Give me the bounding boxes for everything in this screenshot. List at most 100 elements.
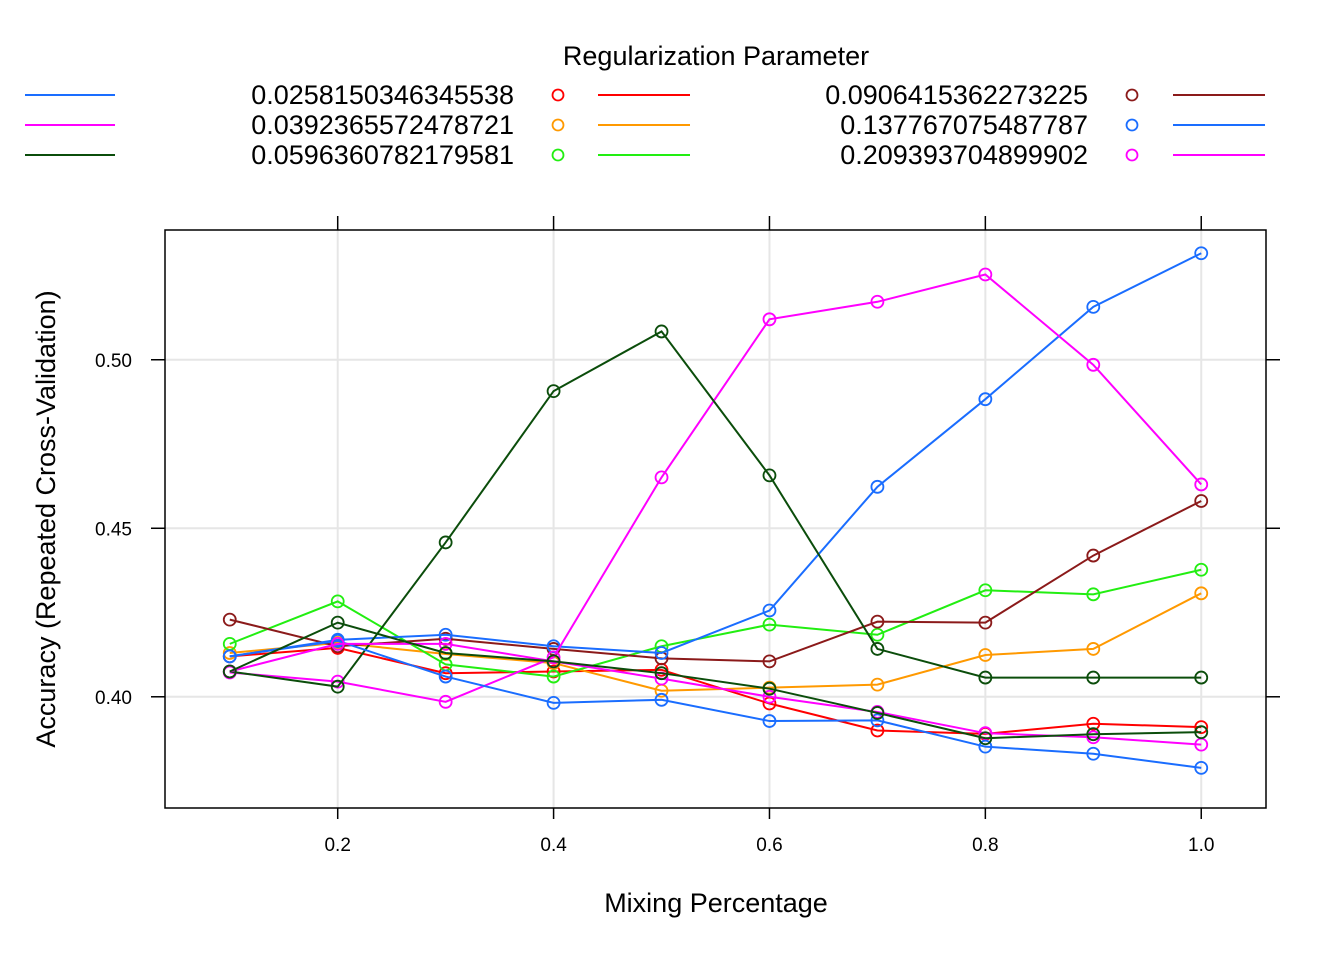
data-point: [870, 294, 885, 309]
data-point: [330, 594, 345, 609]
data-point: [1194, 494, 1209, 508]
data-point: [1086, 746, 1101, 761]
series-line: [229, 500, 1202, 663]
data-point: [1194, 670, 1209, 685]
legend-entry: 0.0258150346345538: [251, 80, 690, 110]
legend: Regularization Parameter 0.0258150346345…: [25, 41, 1265, 170]
legend-point-icon: [1125, 148, 1139, 162]
legend-point-icon: [551, 88, 565, 102]
data-point: [438, 636, 453, 651]
series-line: [229, 642, 1202, 746]
plot-frame: [164, 229, 1267, 809]
data-point: [546, 669, 561, 684]
data-point: [1086, 357, 1101, 372]
x-tick-label: 0.8: [972, 835, 998, 856]
data-point: [546, 650, 561, 665]
data-point: [870, 723, 885, 738]
x-tick-label: 1.0: [1188, 835, 1214, 856]
data-point: [870, 479, 885, 494]
data-point: [1194, 246, 1209, 261]
data-point: [1194, 562, 1209, 577]
series-10: [222, 615, 1209, 746]
data-point: [762, 617, 777, 632]
data-point: [222, 664, 237, 679]
data-point: [1086, 727, 1101, 742]
legend-point-icon: [1125, 88, 1139, 102]
data-point: [222, 649, 237, 664]
y-tick-label: 0.50: [95, 351, 132, 372]
axes: 0.2 0.4 0.6 0.8 1.0 0.40 0.45 0.50: [95, 216, 1280, 856]
data-point: [438, 694, 453, 709]
data-point: [870, 713, 885, 728]
data-point: [438, 627, 453, 642]
data-point: [654, 646, 669, 660]
data-point: [762, 681, 777, 696]
data-point: [654, 692, 669, 707]
legend-entry: 0.137767075487787: [840, 110, 1265, 140]
data-point: [762, 312, 777, 327]
data-point: [978, 670, 993, 685]
data-point: [1086, 716, 1101, 731]
y-tick-label: 0.45: [95, 519, 132, 540]
data-point: [222, 612, 237, 627]
data-point: [1086, 299, 1101, 314]
series-line: [229, 592, 1202, 692]
data-point: [978, 731, 993, 746]
series-line: [229, 252, 1202, 658]
data-point: [870, 627, 885, 642]
data-point: [978, 267, 993, 282]
series-line: [229, 568, 1202, 678]
data-point: [870, 614, 885, 629]
data-point: [546, 695, 561, 710]
series-1: [222, 641, 1209, 741]
data-point: [870, 642, 885, 656]
series-layer: [222, 246, 1209, 775]
data-point: [330, 679, 345, 694]
data-point: [978, 648, 993, 662]
series-5: [222, 246, 1209, 664]
legend-label: 0.0392365572478721: [251, 110, 514, 140]
data-point: [870, 706, 885, 720]
data-point: [1086, 642, 1101, 656]
data-point: [1086, 587, 1101, 602]
legend-label: 0.137767075487787: [840, 110, 1088, 140]
legend-label: 0.0596360782179581: [251, 140, 514, 170]
data-point: [870, 677, 885, 692]
data-point: [654, 470, 669, 485]
data-point: [762, 468, 777, 483]
data-point: [762, 603, 777, 618]
series-2: [222, 586, 1209, 698]
data-point: [1194, 760, 1209, 775]
series-line: [229, 639, 1202, 769]
data-point: [654, 666, 669, 681]
legend-label: 0.209393704899902: [840, 140, 1088, 170]
data-point: [978, 615, 993, 630]
data-point: [762, 654, 777, 669]
series-line: [229, 330, 1202, 688]
grid: [165, 230, 1266, 808]
x-tick-label: 0.2: [324, 835, 350, 856]
x-tick-label: 0.4: [540, 835, 567, 856]
data-point: [762, 689, 777, 704]
legend-point-icon: [551, 118, 565, 132]
data-point: [438, 646, 453, 660]
data-point: [978, 392, 993, 407]
y-axis-label: Accuracy (Repeated Cross-Validation): [31, 290, 61, 747]
data-point: [1194, 586, 1209, 601]
data-point: [1086, 548, 1101, 563]
data-point: [438, 669, 453, 684]
legend-label: 0.0258150346345538: [251, 80, 514, 110]
x-axis-label: Mixing Percentage: [604, 888, 828, 918]
legend-entry: 0.209393704899902: [840, 140, 1265, 170]
data-point: [1194, 477, 1209, 492]
data-point: [330, 615, 345, 630]
legend-title: Regularization Parameter: [563, 41, 869, 71]
data-point: [546, 384, 561, 398]
series-line: [229, 273, 1202, 703]
legend-point-icon: [551, 148, 565, 162]
legend-entry: 0.0596360782179581: [251, 140, 690, 170]
data-point: [978, 739, 993, 754]
series-3: [222, 562, 1209, 684]
data-point: [438, 535, 453, 550]
